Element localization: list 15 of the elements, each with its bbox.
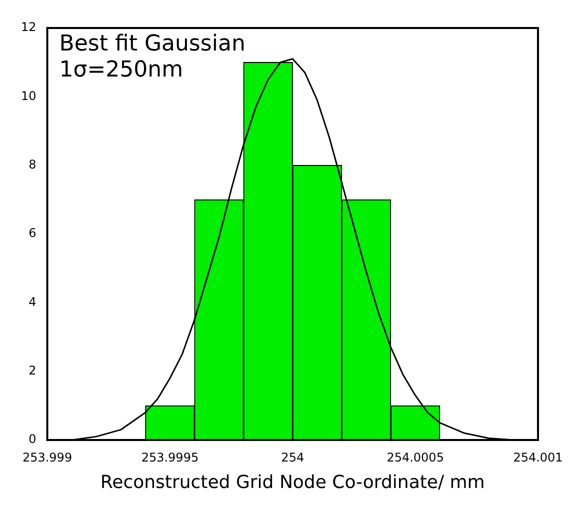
annotation: 1σ=250nm [59,58,184,83]
x-tick-label: 253.9995 [141,450,199,464]
x-tick-label: 254.001 [513,450,563,464]
annotation: Best fit Gaussian [59,32,246,57]
x-tick-label: 254.0005 [386,450,444,464]
y-tick-label: 6 [28,226,36,240]
y-tick-label: 10 [20,88,36,103]
y-tick-label: 4 [28,294,36,309]
y-tick-label: 8 [28,157,36,172]
x-axis-title: Reconstructed Grid Node Co-ordinate/ mm [100,472,485,493]
y-tick-label: 12 [20,20,36,34]
y-tick-label: 0 [28,432,36,446]
x-tick-label: 253.999 [22,450,72,464]
y-tick-label: 2 [28,363,36,378]
x-tick-label: 254 [281,450,304,464]
